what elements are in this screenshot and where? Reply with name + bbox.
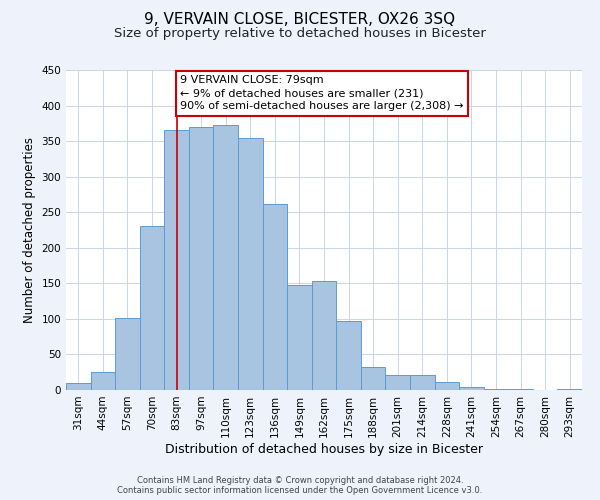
Bar (459, 387, 484, 390)
Bar (361, 367, 385, 390)
Y-axis label: Number of detached properties: Number of detached properties (23, 137, 36, 323)
Bar (385, 375, 410, 390)
Bar (434, 382, 459, 390)
Bar (164, 130, 189, 390)
Bar (214, 125, 238, 390)
Bar (312, 281, 336, 390)
Bar (410, 375, 434, 390)
Bar (115, 318, 140, 390)
Text: Size of property relative to detached houses in Bicester: Size of property relative to detached ho… (114, 28, 486, 40)
Bar (287, 286, 312, 390)
Bar (66, 383, 91, 390)
Bar (484, 388, 508, 390)
Bar (336, 321, 361, 390)
X-axis label: Distribution of detached houses by size in Bicester: Distribution of detached houses by size … (165, 442, 483, 456)
Bar (263, 204, 287, 390)
Bar (557, 388, 582, 390)
Bar (238, 138, 263, 390)
Text: Contains HM Land Registry data © Crown copyright and database right 2024.
Contai: Contains HM Land Registry data © Crown c… (118, 476, 482, 495)
Bar (189, 127, 214, 390)
Bar (91, 372, 115, 390)
Text: 9 VERVAIN CLOSE: 79sqm
← 9% of detached houses are smaller (231)
90% of semi-det: 9 VERVAIN CLOSE: 79sqm ← 9% of detached … (180, 75, 464, 112)
Bar (140, 226, 164, 390)
Text: 9, VERVAIN CLOSE, BICESTER, OX26 3SQ: 9, VERVAIN CLOSE, BICESTER, OX26 3SQ (145, 12, 455, 28)
